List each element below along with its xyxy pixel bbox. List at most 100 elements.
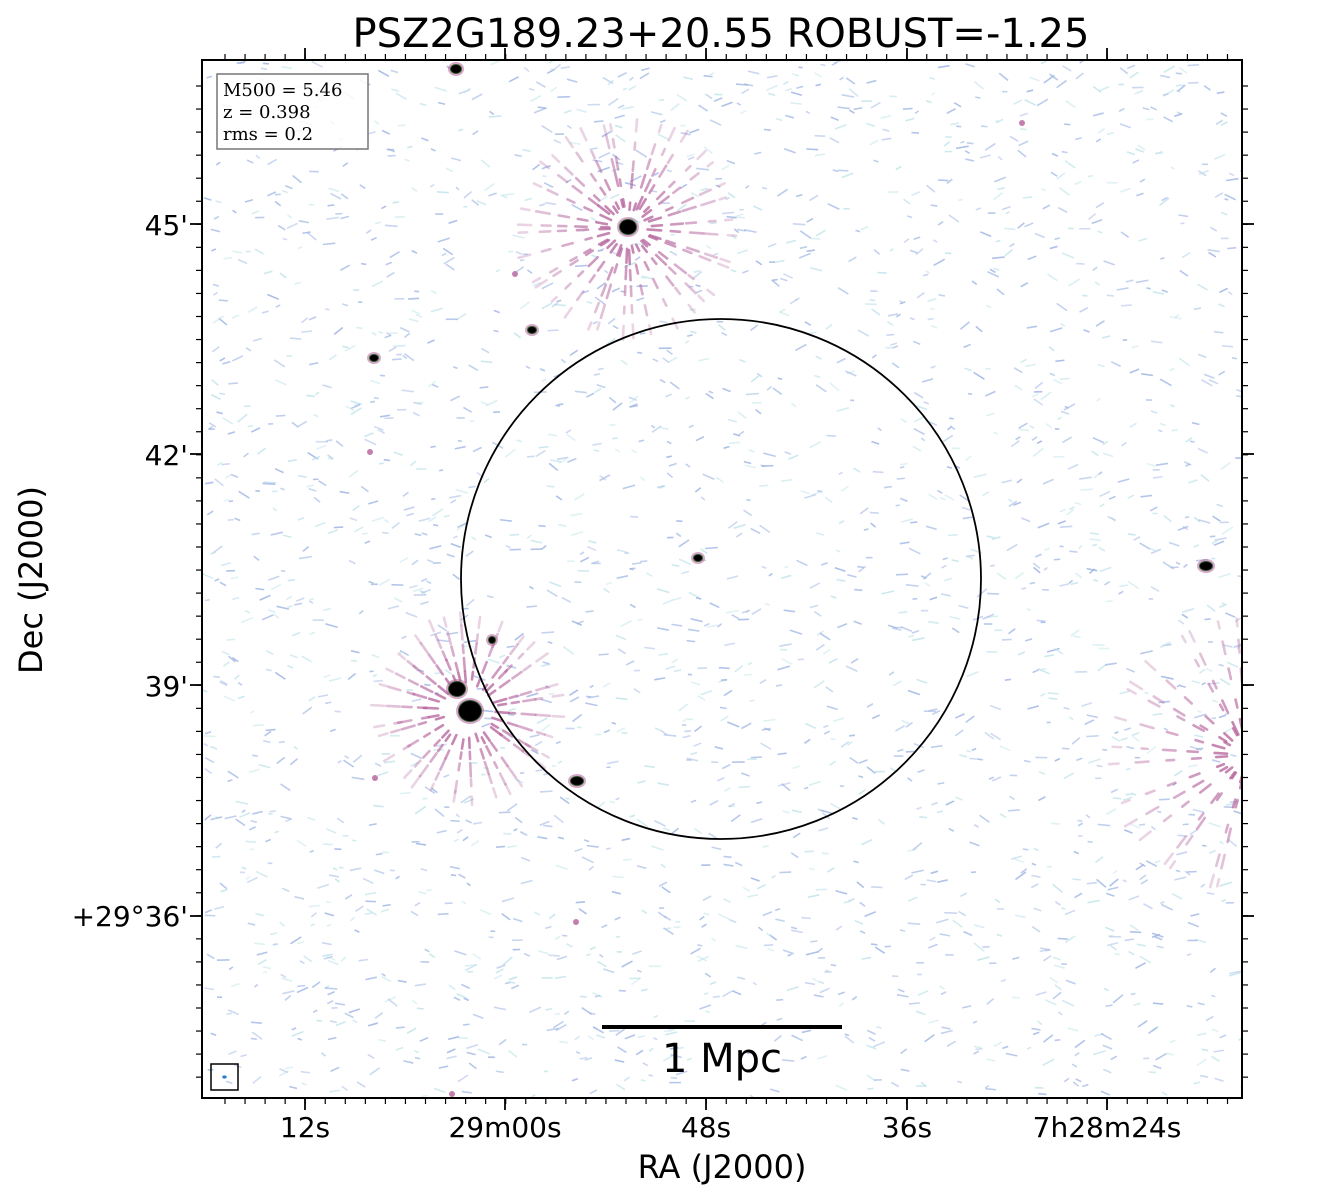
noise-dash [536,717,548,725]
noise-dash [1073,635,1081,639]
noise-dash [666,440,672,445]
noise-dash [839,76,844,81]
noise-dash [203,735,216,738]
noise-dash [912,841,923,851]
noise-dash [994,176,1007,183]
noise-dash [734,664,744,673]
noise-dash [218,299,229,302]
noise-dash [984,1085,990,1089]
noise-dash [1012,956,1020,960]
noise-dash [308,487,317,492]
noise-dash [936,810,943,814]
noise-dash [1189,829,1198,836]
sidelobe-ray [583,206,594,213]
sidelobe-ray [436,743,444,753]
noise-dash [1155,150,1163,155]
noise-dash [263,270,273,275]
noise-dash [783,609,796,613]
noise-dash [377,69,390,78]
noise-dash [579,551,585,556]
noise-dash [805,110,811,115]
noise-dash [539,820,550,827]
noise-dash [227,770,239,779]
noise-dash [315,521,326,528]
noise-dash [743,673,752,676]
noise-dash [1029,581,1036,585]
noise-dash [1054,984,1062,991]
noise-dash [1099,566,1112,573]
noise-dash [328,187,340,193]
noise-dash [712,995,720,999]
noise-dash [1109,878,1119,887]
noise-dash [972,1020,978,1024]
noise-dash [381,976,392,983]
noise-dash [1208,849,1216,855]
noise-dash [800,490,810,495]
noise-dash [895,724,905,732]
noise-dash [268,575,280,581]
noise-dash [534,740,543,747]
noise-dash [794,343,807,352]
noise-dash [725,196,730,201]
sidelobe-ray [422,749,431,759]
noise-dash [809,582,821,589]
noise-dash [631,449,638,454]
noise-dash [797,658,804,661]
noise-dash [1146,287,1151,290]
noise-dash [418,890,427,895]
sidelobe-ray [564,282,572,290]
noise-dash [678,558,692,566]
noise-dash [465,598,475,607]
noise-dash [792,832,801,839]
noise-dash [911,191,921,197]
noise-dash [900,418,908,424]
noise-dash [607,79,614,86]
noise-dash [611,287,621,293]
noise-dash [1059,545,1064,548]
noise-dash [281,569,286,572]
noise-dash [1067,463,1079,470]
noise-dash [993,192,1003,201]
sidelobe-ray [1144,789,1156,796]
noise-dash [1194,734,1204,738]
sidelobe-ray [1317,640,1321,650]
sidelobe-ray [524,742,539,753]
sidelobe-ray [614,155,620,171]
noise-dash [250,1037,257,1041]
noise-dash [464,964,478,967]
sidelobe-ray [516,635,525,645]
noise-dash [1103,987,1109,992]
noise-dash [1057,520,1067,525]
noise-dash [524,197,533,202]
noise-dash [1221,602,1227,606]
noise-dash [387,154,396,157]
noise-dash [554,935,561,941]
noise-dash [493,1006,507,1011]
noise-dash [527,269,533,274]
sidelobe-ray [679,129,689,143]
sidelobe-ray [587,197,600,207]
noise-dash [1075,1078,1082,1083]
sidelobe-ray [698,188,712,196]
noise-dash [1005,1052,1018,1057]
noise-dash [537,835,542,838]
sidelobe-ray [552,269,562,278]
noise-dash [999,745,1012,752]
noise-dash [358,958,368,962]
noise-dash [1073,850,1080,855]
noise-dash [241,866,247,870]
sidelobe-ray [378,682,389,688]
sidelobe-ray [576,217,589,222]
sidelobe-ray [593,301,601,314]
noise-dash [479,386,489,389]
noise-dash [644,765,655,769]
noise-dash [368,500,379,505]
noise-dash [1137,144,1146,151]
noise-dash [1237,575,1242,578]
noise-dash [637,1035,645,1039]
noise-dash [367,1022,379,1027]
noise-dash [963,343,971,349]
noise-dash [806,249,816,253]
noise-dash [401,635,407,640]
noise-dash [714,746,724,750]
